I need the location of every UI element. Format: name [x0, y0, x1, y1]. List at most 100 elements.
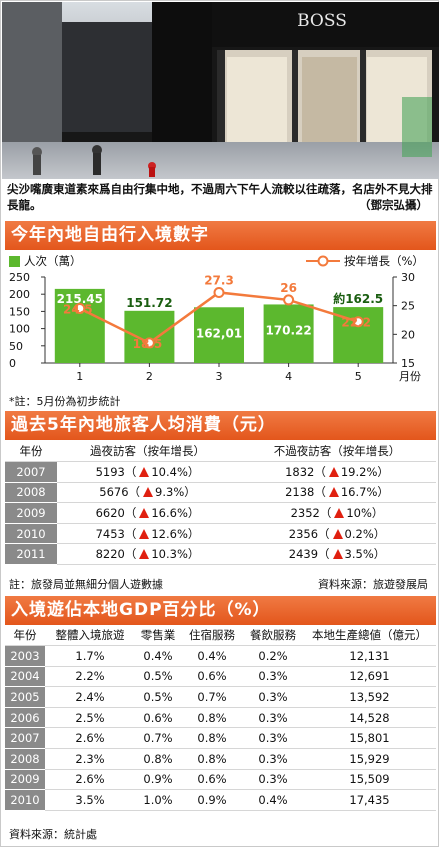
up-arrow-icon: [139, 508, 150, 519]
gdp-food: 0.3%: [243, 686, 303, 708]
growth-point: [352, 316, 364, 328]
x-axis-tick-label: 4: [285, 370, 292, 383]
up-arrow-icon: [139, 549, 150, 560]
row-year: 2010: [5, 523, 57, 545]
gdp-retail: 0.8%: [135, 748, 181, 770]
gdp-total: 2.6%: [45, 769, 135, 791]
growth-point: [74, 303, 86, 315]
gdp-value: 14,528: [303, 707, 436, 729]
bar-data-label: 151.72: [126, 296, 172, 310]
same-day-cell: 2138（ 16.7%）: [238, 482, 436, 504]
gdp-food: 0.3%: [243, 727, 303, 750]
bar: [54, 288, 105, 363]
gdp-value: 12,691: [303, 666, 436, 688]
overnight-growth: 12.6%）: [151, 526, 200, 541]
bar-data-label: 162,01: [196, 326, 242, 340]
gdp-accommodation: 0.8%: [181, 707, 243, 729]
gdp-value: 15,929: [303, 748, 436, 770]
same-day-growth: 3.5%）: [344, 547, 386, 562]
same-day-cell: 2439（ 3.5%）: [238, 543, 436, 566]
bar-data-label: 215.45: [57, 292, 103, 306]
row-year: 2011: [5, 543, 57, 566]
gdp-total: 2.5%: [45, 707, 135, 729]
bar: [194, 307, 244, 363]
gdp-accommodation: 0.4%: [181, 645, 243, 667]
gdp-accommodation: 0.9%: [181, 789, 243, 811]
photo-credit: （鄧宗弘攝）: [359, 198, 428, 212]
right-axis-tick-label: 15: [401, 357, 415, 370]
x-axis-tick-label: 2: [146, 370, 153, 383]
photo-illustration: BOSS: [2, 2, 439, 179]
gdp-row: 2007 2.6% 0.7% 0.8% 0.3% 15,801: [5, 727, 436, 750]
gdp-header-total: 整體入境旅遊: [45, 625, 135, 647]
bar-data-label: 170.22: [265, 323, 311, 337]
right-axis-tick-label: 25: [401, 300, 415, 313]
x-axis-tick-label: 3: [216, 370, 223, 383]
same-day-value: 2138（: [285, 485, 326, 500]
same-day-cell: 2352（ 10%）: [238, 502, 436, 524]
same-day-growth: 0.2%）: [344, 526, 386, 541]
left-axis-tick-label: 100: [9, 323, 30, 336]
up-arrow-icon: [334, 508, 345, 519]
gdp-accommodation: 0.6%: [181, 666, 243, 688]
gdp-year: 2006: [5, 707, 45, 729]
gdp-value: 15,509: [303, 769, 436, 791]
growth-data-label: 27.3: [204, 273, 234, 287]
gdp-total: 1.7%: [45, 645, 135, 667]
gdp-header-gdp: 本地生產總値（億元）: [303, 625, 436, 647]
overnight-growth: 10.4%）: [151, 464, 200, 479]
growth-data-label: 24.5: [63, 303, 93, 317]
same-day-growth: 10%）: [346, 506, 384, 521]
gdp-table: 年份 整體入境旅遊 零售業 住宿服務 餐飲服務 本地生產總値（億元） 2003 1…: [5, 625, 436, 811]
row-year: 2007: [5, 461, 57, 483]
gdp-total: 2.4%: [45, 686, 135, 708]
legend-bar-swatch: [9, 255, 20, 267]
section1-title: 今年內地自由行入境數字: [5, 221, 436, 250]
x-axis-tick-label: 1: [76, 370, 83, 383]
legend-line-label: 按年增長（%）: [344, 254, 424, 268]
gdp-row: 2009 2.6% 0.9% 0.6% 0.3% 15,509: [5, 769, 436, 791]
growth-data-label: 18.5: [133, 337, 163, 351]
gdp-retail: 0.6%: [135, 707, 181, 729]
header-same-day: 不過夜訪客（按年增長）: [238, 441, 436, 463]
spending-row: 2011 8220（ 10.3%） 2439（ 3.5%）: [5, 543, 436, 566]
up-arrow-icon: [328, 466, 339, 477]
gdp-retail: 0.5%: [135, 666, 181, 688]
gdp-total: 2.2%: [45, 666, 135, 688]
gdp-year: 2003: [5, 645, 45, 667]
gdp-total: 2.3%: [45, 748, 135, 770]
spending-row: 2010 7453（ 12.6%） 2356（ 0.2%）: [5, 523, 436, 545]
legend-bar-label: 人次（萬）: [24, 254, 82, 268]
overnight-growth: 10.3%）: [151, 547, 200, 562]
bar-data-label: 約162.5: [333, 291, 383, 306]
photo-caption: 尖沙嘴廣東道素來爲自由行集中地，不過周六下午人流較以往疏落，名店外不見大排長龍。: [7, 182, 433, 212]
up-arrow-icon: [143, 487, 154, 498]
spending-row: 2008 5676（ 9.3%） 2138（ 16.7%）: [5, 482, 436, 504]
right-axis-tick-label: 30: [401, 271, 415, 284]
gdp-retail: 0.5%: [135, 686, 181, 708]
gdp-year: 2009: [5, 769, 45, 791]
chart-note: *註：5月份為初步統計: [9, 395, 121, 408]
gdp-row: 2010 3.5% 1.0% 0.9% 0.4% 17,435: [5, 789, 436, 811]
gdp-header-food: 餐飲服務: [243, 625, 303, 647]
legend-line-swatch: [306, 255, 340, 267]
gdp-year: 2004: [5, 666, 45, 688]
section3-title: 入境遊佔本地GDP百分比（%）: [5, 596, 436, 625]
growth-data-label: 22.2: [341, 316, 371, 330]
gdp-header-year: 年份: [5, 625, 45, 647]
gdp-food: 0.3%: [243, 707, 303, 729]
up-arrow-icon: [332, 549, 343, 560]
spending-row: 2009 6620（ 16.6%） 2352（ 10%）: [5, 502, 436, 524]
gdp-row: 2003 1.7% 0.4% 0.4% 0.2% 12,131: [5, 645, 436, 667]
gdp-value: 12,131: [303, 645, 436, 667]
left-axis-tick-label: 50: [9, 340, 23, 353]
gdp-accommodation: 0.8%: [181, 748, 243, 770]
gdp-accommodation: 0.8%: [181, 727, 243, 750]
bar: [124, 310, 175, 363]
overnight-growth: 16.6%）: [151, 506, 200, 521]
gdp-year: 2010: [5, 789, 45, 811]
gdp-food: 0.3%: [243, 666, 303, 688]
overnight-cell: 6620（ 16.6%）: [57, 502, 238, 524]
